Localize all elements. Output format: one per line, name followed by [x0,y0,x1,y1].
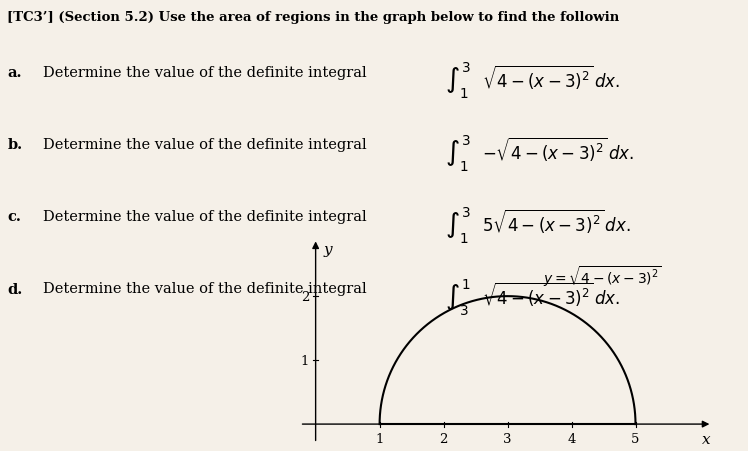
Text: c.: c. [7,210,22,224]
Text: Determine the value of the definite integral: Determine the value of the definite inte… [43,65,367,79]
Text: $\int_1^3$: $\int_1^3$ [445,133,471,173]
Text: $5\sqrt{4-(x-3)^2}\,dx.$: $5\sqrt{4-(x-3)^2}\,dx.$ [482,207,631,236]
Text: 2: 2 [439,433,448,446]
Text: $\sqrt{4-(x-3)^2}\,dx.$: $\sqrt{4-(x-3)^2}\,dx.$ [482,280,621,308]
Text: $\int_1^3$: $\int_1^3$ [445,61,471,101]
Text: 4: 4 [567,433,576,446]
Text: a.: a. [7,65,22,79]
Text: 2: 2 [301,290,309,303]
Text: 5: 5 [631,433,640,446]
Text: $-\sqrt{4-(x-3)^2}\,dx.$: $-\sqrt{4-(x-3)^2}\,dx.$ [482,135,634,164]
Text: d.: d. [7,282,22,296]
Text: $\sqrt{4-(x-3)^2}\,dx.$: $\sqrt{4-(x-3)^2}\,dx.$ [482,63,621,92]
Text: Determine the value of the definite integral: Determine the value of the definite inte… [43,282,367,296]
Text: $\int_3^1$: $\int_3^1$ [445,277,471,318]
Text: 3: 3 [503,433,512,446]
Text: 1: 1 [301,354,309,367]
Text: x: x [702,433,710,446]
Text: [TC3’] (Section 5.2) Use the area of regions in the graph below to find the foll: [TC3’] (Section 5.2) Use the area of reg… [7,11,620,24]
Text: $y = \sqrt{4-(x-3)^2}$: $y = \sqrt{4-(x-3)^2}$ [543,264,661,289]
Text: Determine the value of the definite integral: Determine the value of the definite inte… [43,138,367,152]
Text: $\int_1^3$: $\int_1^3$ [445,205,471,245]
Text: b.: b. [7,138,22,152]
Text: Determine the value of the definite integral: Determine the value of the definite inte… [43,210,367,224]
Text: 1: 1 [375,433,384,446]
Text: y: y [323,242,332,256]
